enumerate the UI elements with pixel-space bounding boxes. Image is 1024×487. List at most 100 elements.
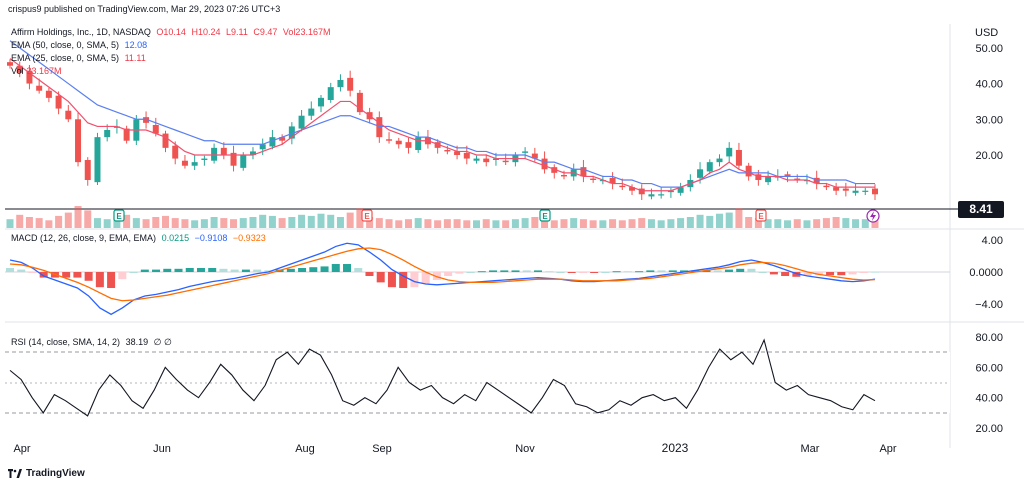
candle-body[interactable]	[667, 190, 674, 193]
candle-body[interactable]	[386, 139, 393, 141]
candle-body[interactable]	[395, 140, 402, 145]
candle-body[interactable]	[26, 70, 33, 84]
candle-body[interactable]	[104, 130, 111, 138]
macd-histogram-bar	[803, 272, 812, 276]
candle-body[interactable]	[629, 187, 636, 191]
candle-body[interactable]	[852, 190, 859, 193]
legend-vol-row[interactable]: Vol 23.167M	[11, 66, 65, 76]
candle-body[interactable]	[590, 178, 597, 180]
candle-body[interactable]	[230, 152, 237, 166]
candle-body[interactable]	[473, 158, 480, 161]
candle-body[interactable]	[356, 92, 363, 113]
candle-body[interactable]	[794, 178, 801, 180]
candle-body[interactable]	[162, 133, 169, 148]
candle-body[interactable]	[454, 151, 461, 155]
candle-body[interactable]	[201, 158, 208, 160]
earnings-marker[interactable]: E	[755, 209, 767, 222]
candle-body[interactable]	[415, 137, 422, 150]
candle-body[interactable]	[7, 62, 13, 66]
candle-body[interactable]	[298, 115, 305, 129]
candle-body[interactable]	[483, 158, 490, 163]
candle-body[interactable]	[45, 90, 52, 98]
candle-body[interactable]	[745, 165, 752, 177]
candle-body[interactable]	[376, 117, 383, 138]
candle-body[interactable]	[697, 169, 704, 178]
candle-body[interactable]	[249, 151, 256, 155]
main-pane[interactable]	[5, 24, 950, 229]
candle-body[interactable]	[735, 150, 742, 166]
earnings-marker[interactable]: E	[361, 209, 373, 222]
candle-body[interactable]	[337, 80, 344, 88]
candle-body[interactable]	[279, 137, 286, 141]
tradingview-footer[interactable]: TradingView	[8, 468, 85, 479]
candle-body[interactable]	[94, 137, 101, 183]
candle-body[interactable]	[755, 174, 762, 180]
candle-body[interactable]	[560, 175, 567, 177]
earnings-marker[interactable]: E	[539, 209, 551, 222]
candle-body[interactable]	[677, 187, 684, 193]
candle-body[interactable]	[318, 97, 325, 107]
candle-body[interactable]	[220, 147, 227, 155]
candle-body[interactable]	[172, 145, 179, 159]
candle-body[interactable]	[269, 137, 276, 147]
legend-ema25-row[interactable]: EMA (25, close, 0, SMA, 5) 11.11	[11, 53, 149, 63]
earnings-marker-letter: E	[542, 212, 548, 221]
candle-body[interactable]	[580, 167, 587, 177]
candle-body[interactable]	[502, 160, 509, 163]
candle-body[interactable]	[638, 188, 645, 195]
candle-body[interactable]	[434, 142, 441, 148]
candle-body[interactable]	[531, 153, 538, 159]
candle-body[interactable]	[551, 167, 558, 173]
candle-body[interactable]	[765, 176, 772, 183]
candle-body[interactable]	[327, 87, 334, 100]
candle-body[interactable]	[842, 188, 849, 191]
candle-body[interactable]	[36, 85, 43, 91]
candle-body[interactable]	[211, 147, 218, 161]
candle-body[interactable]	[16, 65, 23, 73]
candle-body[interactable]	[609, 177, 616, 184]
candle-body[interactable]	[152, 125, 159, 134]
candle-body[interactable]	[541, 158, 548, 170]
candle-body[interactable]	[619, 185, 626, 188]
candle-body[interactable]	[813, 177, 820, 184]
event-lightning-icon[interactable]	[866, 209, 880, 223]
candle-body[interactable]	[240, 155, 247, 168]
candle-body[interactable]	[463, 152, 470, 159]
candle-body[interactable]	[191, 162, 198, 166]
candle-body[interactable]	[143, 117, 150, 123]
candle-body[interactable]	[648, 194, 655, 197]
candle-body[interactable]	[123, 128, 130, 141]
legend-symbol-row[interactable]: Affirm Holdings, Inc., 1D, NASDAQ O10.14…	[11, 27, 333, 37]
legend-macd-row[interactable]: MACD (12, 26, close, 9, EMA, EMA) 0.0215…	[11, 233, 269, 243]
candle-body[interactable]	[726, 147, 733, 157]
candle-body[interactable]	[75, 119, 82, 163]
legend-rsi-row[interactable]: RSI (14, close, SMA, 14, 2) 38.19 ∅ ∅	[11, 337, 175, 348]
legend-ema50-row[interactable]: EMA (50, close, 0, SMA, 5) 12.08	[11, 40, 150, 50]
candle-body[interactable]	[784, 174, 791, 177]
candle-body[interactable]	[823, 185, 830, 188]
candle-body[interactable]	[181, 160, 188, 166]
candle-body[interactable]	[347, 77, 354, 91]
candle-body[interactable]	[308, 108, 315, 116]
candle-body[interactable]	[84, 160, 91, 180]
candle-body[interactable]	[833, 187, 840, 191]
candle-body[interactable]	[288, 126, 295, 139]
candle-body[interactable]	[55, 95, 62, 109]
candle-body[interactable]	[65, 110, 72, 120]
volume-bar	[803, 220, 811, 228]
candle-body[interactable]	[405, 142, 412, 148]
candle-body[interactable]	[706, 162, 713, 172]
candle-body[interactable]	[492, 158, 499, 160]
earnings-marker[interactable]: E	[113, 209, 125, 222]
candle-body[interactable]	[716, 158, 723, 163]
macd-histogram-bar	[230, 269, 239, 272]
candle-body[interactable]	[658, 194, 665, 196]
candle-body[interactable]	[444, 150, 451, 152]
candle-body[interactable]	[522, 151, 529, 153]
candle-body[interactable]	[259, 144, 266, 150]
candle-body[interactable]	[872, 188, 878, 195]
candle-body[interactable]	[862, 190, 869, 192]
macd-histogram-bar	[219, 268, 228, 272]
candle-body[interactable]	[113, 126, 120, 128]
